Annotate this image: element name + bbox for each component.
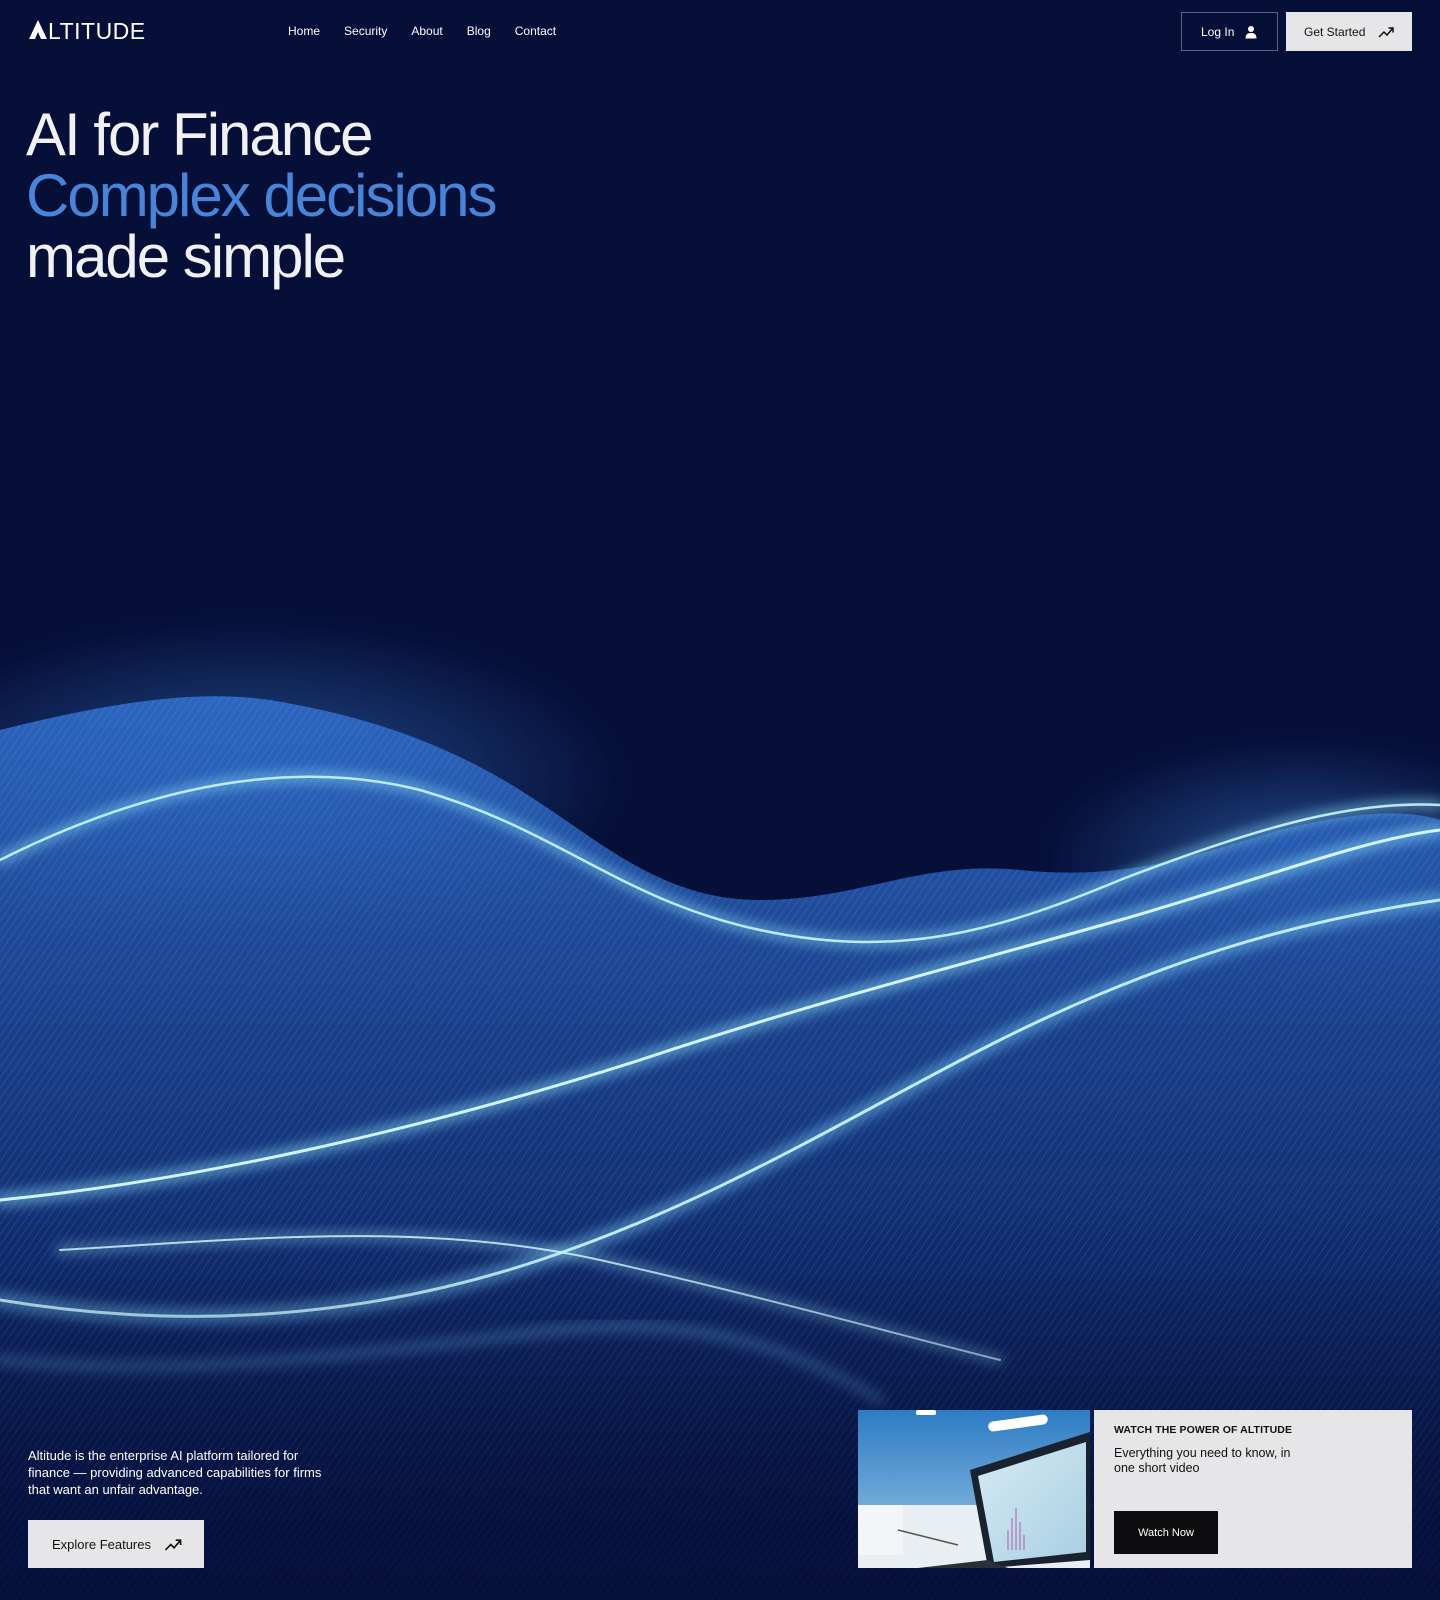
trend-up-arrow-icon [1378, 26, 1394, 38]
explore-features-label: Explore Features [52, 1536, 151, 1552]
nav-security[interactable]: Security [344, 24, 388, 38]
explore-features-button[interactable]: Explore Features [28, 1520, 204, 1568]
video-eyebrow: WATCH THE POWER OF ALTITUDE [1114, 1424, 1293, 1436]
watch-now-button[interactable]: Watch Now [1114, 1511, 1218, 1554]
hero-line-3: made simple [26, 223, 346, 290]
nav-home[interactable]: Home [288, 24, 321, 38]
hero-line-2: Complex decisions [26, 162, 498, 229]
logo-wordmark: LTITUDE [48, 18, 146, 44]
get-started-label: Get Started [1304, 24, 1366, 39]
hero-heading: AI for Finance Complex decisions made si… [26, 101, 498, 290]
hero-line-1: AI for Finance [26, 101, 374, 168]
nav-contact[interactable]: Contact [514, 24, 557, 38]
nav-about[interactable]: About [411, 24, 443, 38]
logo-mountain-icon [29, 20, 47, 39]
login-button[interactable]: Log In [1181, 12, 1278, 51]
video-description: Everything you need to know, in one shor… [1114, 1446, 1291, 1475]
laptop-office-image [858, 1410, 1090, 1568]
login-label: Log In [1201, 24, 1235, 39]
user-icon [1245, 25, 1257, 38]
get-started-button[interactable]: Get Started [1286, 12, 1412, 51]
brand-logo[interactable]: LTITUDE [28, 18, 145, 44]
intro-text: Altitude is the enterprise AI platform t… [28, 1448, 322, 1497]
video-thumbnail[interactable] [858, 1410, 1090, 1568]
trend-up-arrow-icon [164, 1538, 182, 1550]
video-promo-card: WATCH THE POWER OF ALTITUDE Everything y… [1094, 1410, 1412, 1568]
main-nav: Home Security About Blog Contact [288, 22, 556, 40]
nav-blog[interactable]: Blog [466, 24, 491, 38]
